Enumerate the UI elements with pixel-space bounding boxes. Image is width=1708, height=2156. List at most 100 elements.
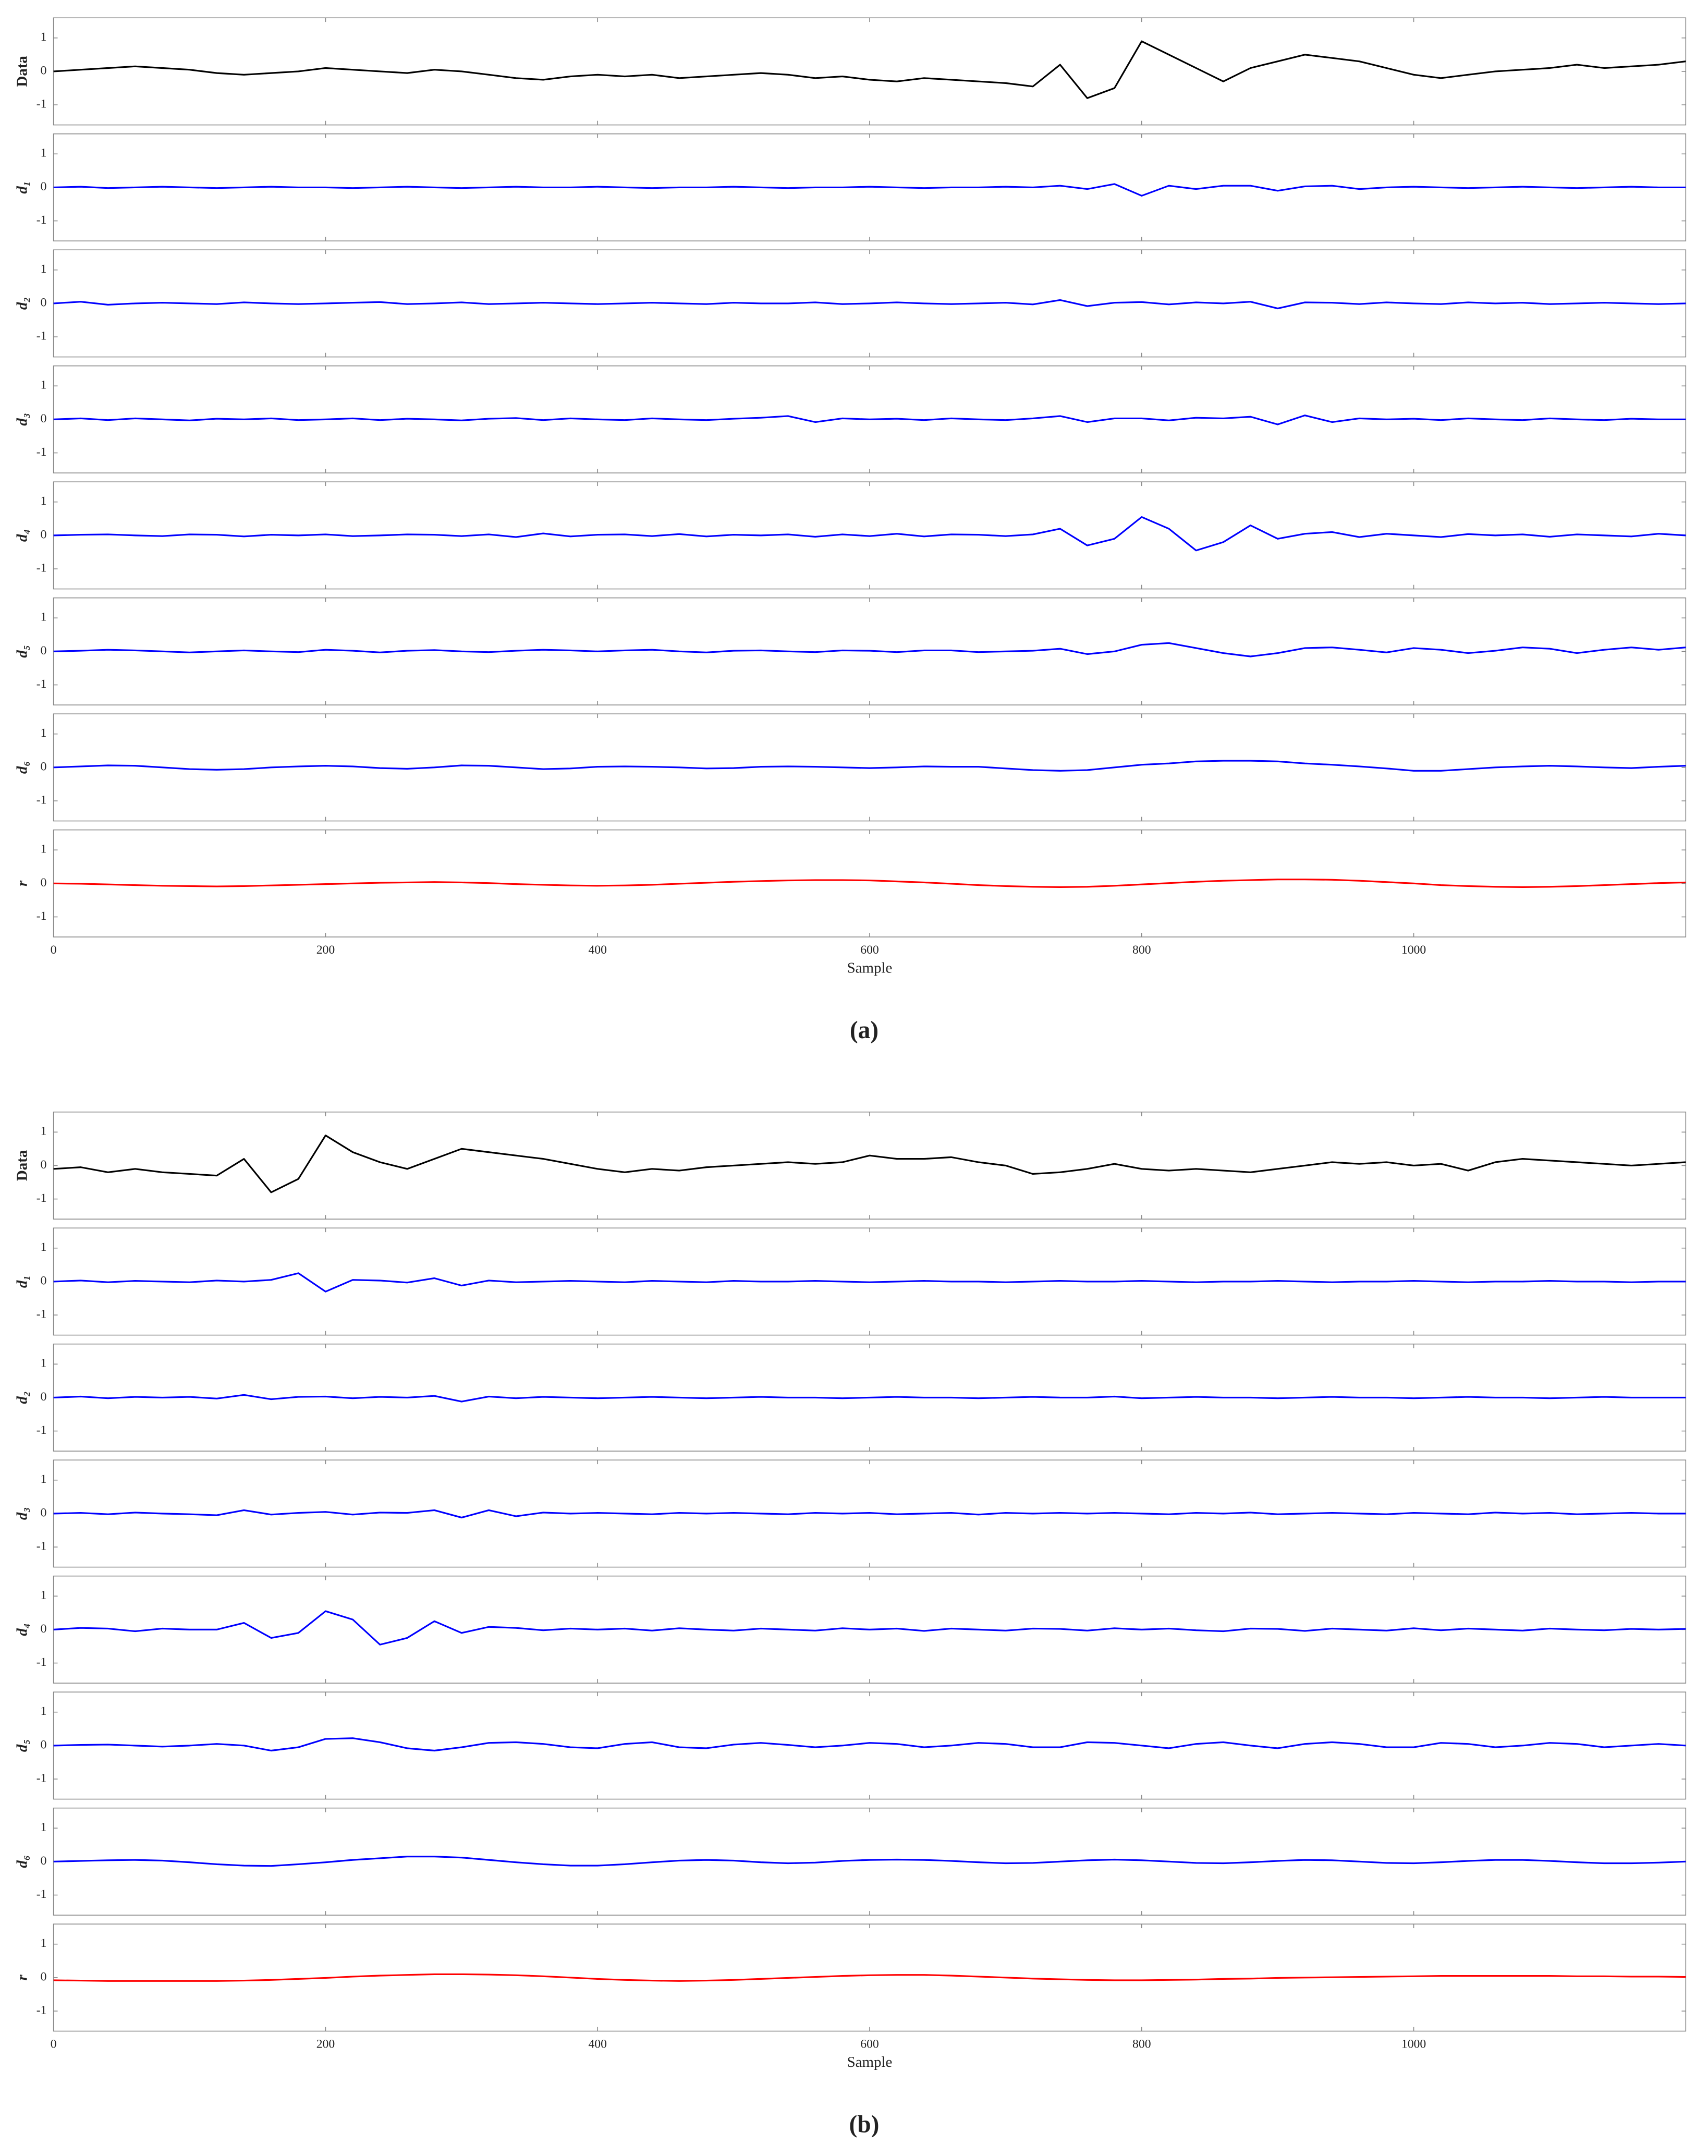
y-axis-label: d₂ bbox=[14, 1391, 30, 1404]
x-axis-label: Sample bbox=[847, 960, 893, 977]
x-axis-label: Sample bbox=[847, 2054, 893, 2070]
y-tick-label: 1 bbox=[41, 1472, 47, 1486]
y-axis-label: d₆ bbox=[14, 761, 30, 774]
x-tick-label: 600 bbox=[860, 2037, 879, 2051]
y-tick-label: 0 bbox=[41, 1970, 47, 1983]
signal-line bbox=[53, 760, 1686, 772]
y-tick-label: 1 bbox=[41, 262, 47, 276]
y-tick-label: -1 bbox=[36, 330, 47, 343]
y-tick-label: 0 bbox=[41, 644, 47, 657]
y-tick-label: 0 bbox=[41, 412, 47, 425]
y-tick-label: 1 bbox=[41, 611, 47, 624]
x-tick-label: 800 bbox=[1132, 2037, 1151, 2051]
signal-line bbox=[53, 1394, 1686, 1403]
y-tick-label: 0 bbox=[41, 876, 47, 890]
y-tick-label: 0 bbox=[41, 1738, 47, 1751]
y-tick-label: -1 bbox=[36, 909, 47, 923]
signal-line bbox=[53, 516, 1686, 552]
x-tick-label: 400 bbox=[588, 2037, 607, 2051]
panel-frame bbox=[53, 829, 1687, 937]
x-tick-label: 0 bbox=[51, 943, 57, 957]
y-tick-label: -1 bbox=[36, 98, 47, 111]
x-tick-label: 200 bbox=[316, 943, 335, 957]
y-axis-label: d₆ bbox=[14, 1855, 30, 1868]
y-axis-label: d₅ bbox=[14, 645, 30, 658]
signal-line bbox=[53, 183, 1686, 197]
y-tick-label: 0 bbox=[41, 1274, 47, 1287]
signal-line bbox=[53, 1856, 1686, 1867]
y-tick-label: 1 bbox=[41, 843, 47, 856]
y-tick-label: 0 bbox=[41, 760, 47, 773]
x-tick-label: 400 bbox=[588, 943, 607, 957]
y-tick-label: 0 bbox=[41, 1390, 47, 1404]
y-tick-label: 1 bbox=[41, 147, 47, 160]
y-axis-label: d₅ bbox=[14, 1739, 30, 1752]
y-tick-label: -1 bbox=[36, 561, 47, 575]
panel-frame bbox=[53, 17, 1687, 126]
y-axis-label: d₂ bbox=[14, 297, 30, 310]
signal-line bbox=[53, 1973, 1686, 1982]
y-tick-label: -1 bbox=[36, 2003, 47, 2017]
signal-line bbox=[53, 299, 1686, 310]
y-tick-label: -1 bbox=[36, 1308, 47, 1321]
y-tick-label: 1 bbox=[41, 379, 47, 392]
y-tick-label: 0 bbox=[41, 180, 47, 193]
y-tick-label: 0 bbox=[41, 296, 47, 309]
panel-frame bbox=[53, 1923, 1687, 2032]
y-tick-label: 1 bbox=[41, 1125, 47, 1138]
x-tick-label: 800 bbox=[1132, 943, 1151, 957]
signal-line bbox=[53, 642, 1686, 657]
signal-line bbox=[53, 40, 1686, 99]
y-tick-label: -1 bbox=[36, 213, 47, 227]
signal-line bbox=[53, 1272, 1686, 1293]
figure-caption: (b) bbox=[849, 2111, 880, 2138]
y-axis-label: Data bbox=[14, 1150, 30, 1181]
signal-line bbox=[53, 879, 1686, 888]
y-tick-label: 1 bbox=[41, 1704, 47, 1718]
y-tick-label: -1 bbox=[36, 1423, 47, 1437]
y-tick-label: 1 bbox=[41, 1240, 47, 1254]
x-tick-label: 0 bbox=[51, 2037, 57, 2051]
signal-line bbox=[53, 415, 1686, 425]
y-tick-label: 0 bbox=[41, 1622, 47, 1636]
panel-frame bbox=[53, 1111, 1687, 1220]
figure-caption: (a) bbox=[850, 1017, 879, 1044]
y-tick-label: -1 bbox=[36, 677, 47, 691]
signal-line bbox=[53, 1135, 1686, 1193]
y-tick-label: 1 bbox=[41, 726, 47, 740]
y-tick-label: 1 bbox=[41, 1357, 47, 1370]
signal-line bbox=[53, 1509, 1686, 1519]
x-tick-label: 1000 bbox=[1401, 2037, 1426, 2051]
y-axis-label: d₃ bbox=[14, 413, 30, 426]
y-axis-label: r bbox=[14, 1974, 30, 1980]
x-tick-label: 600 bbox=[860, 943, 879, 957]
x-tick-label: 1000 bbox=[1401, 943, 1426, 957]
y-tick-label: 0 bbox=[41, 1854, 47, 1868]
y-tick-label: 0 bbox=[41, 64, 47, 77]
panel-frame bbox=[53, 1691, 1687, 1800]
y-tick-label: 1 bbox=[41, 30, 47, 44]
y-tick-label: 1 bbox=[41, 1936, 47, 1950]
y-axis-label: r bbox=[14, 880, 30, 886]
y-tick-label: 1 bbox=[41, 1821, 47, 1834]
y-tick-label: 1 bbox=[41, 494, 47, 508]
y-axis-label: d₄ bbox=[14, 1623, 30, 1636]
y-tick-label: 0 bbox=[41, 528, 47, 541]
figure-layer: -1 0 1 Data -1 0 1 d₁ -1 0 1 d₂ -1 0 1 d₃ -1 0 1 d₄ -1 0 1 d₅ -1… bbox=[14, 17, 1687, 2138]
y-tick-label: -1 bbox=[36, 1771, 47, 1785]
y-tick-label: -1 bbox=[36, 793, 47, 807]
y-tick-label: -1 bbox=[36, 1191, 47, 1205]
y-axis-label: d₄ bbox=[14, 529, 30, 542]
y-axis-label: Data bbox=[14, 56, 30, 87]
y-axis-label: d₃ bbox=[14, 1507, 30, 1520]
y-tick-label: -1 bbox=[36, 1655, 47, 1669]
y-tick-label: 0 bbox=[41, 1158, 47, 1172]
x-tick-label: 200 bbox=[316, 2037, 335, 2051]
y-tick-label: -1 bbox=[36, 1887, 47, 1901]
y-axis-label: d₁ bbox=[14, 1275, 30, 1288]
y-tick-label: 0 bbox=[41, 1506, 47, 1519]
y-tick-label: -1 bbox=[36, 445, 47, 459]
y-axis-label: d₁ bbox=[14, 181, 30, 194]
y-tick-label: -1 bbox=[36, 1539, 47, 1553]
